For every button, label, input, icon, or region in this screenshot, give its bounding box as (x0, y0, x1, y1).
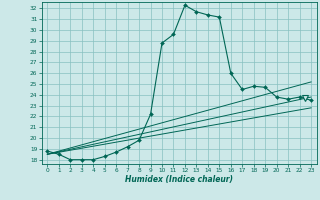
X-axis label: Humidex (Indice chaleur): Humidex (Indice chaleur) (125, 175, 233, 184)
